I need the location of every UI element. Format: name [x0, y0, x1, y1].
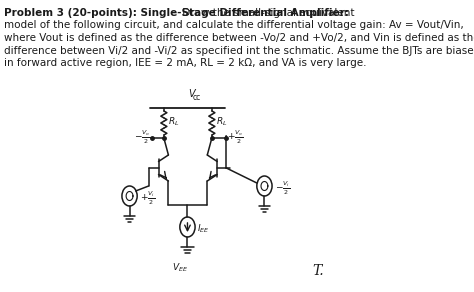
Text: $+\frac{V_i}{2}$: $+\frac{V_i}{2}$ [140, 189, 155, 207]
Text: cc: cc [192, 93, 201, 102]
Text: Draw the small-signal equivalent: Draw the small-signal equivalent [179, 8, 355, 18]
Text: $-\frac{V_i}{2}$: $-\frac{V_i}{2}$ [275, 179, 291, 197]
Text: in forward active region, IEE = 2 mA, RL = 2 kΩ, and VA is very large.: in forward active region, IEE = 2 mA, RL… [4, 58, 366, 68]
Text: where Vout is defined as the difference between -Vo/2 and +Vo/2, and Vin is defi: where Vout is defined as the difference … [4, 33, 474, 43]
Text: $+\frac{V_o}{2}$: $+\frac{V_o}{2}$ [227, 128, 244, 146]
Text: difference between Vi/2 and -Vi/2 as specified int the schmatic. Assume the BJTs: difference between Vi/2 and -Vi/2 as spe… [4, 46, 474, 55]
Text: $-\frac{V_o}{2}$: $-\frac{V_o}{2}$ [134, 128, 151, 146]
Text: T.: T. [312, 264, 324, 278]
Text: $V_{EE}$: $V_{EE}$ [172, 261, 188, 274]
Text: $I_{EE}$: $I_{EE}$ [197, 223, 210, 235]
Text: V: V [188, 89, 195, 99]
Text: $R_L$: $R_L$ [168, 116, 180, 128]
Text: model of the following circuit, and calculate the differential voltage gain: Av : model of the following circuit, and calc… [4, 20, 464, 30]
Text: $R_L$: $R_L$ [217, 116, 228, 128]
Text: Problem 3 (20-points): Single-Stage Differential Amplifier:: Problem 3 (20-points): Single-Stage Diff… [4, 8, 349, 18]
